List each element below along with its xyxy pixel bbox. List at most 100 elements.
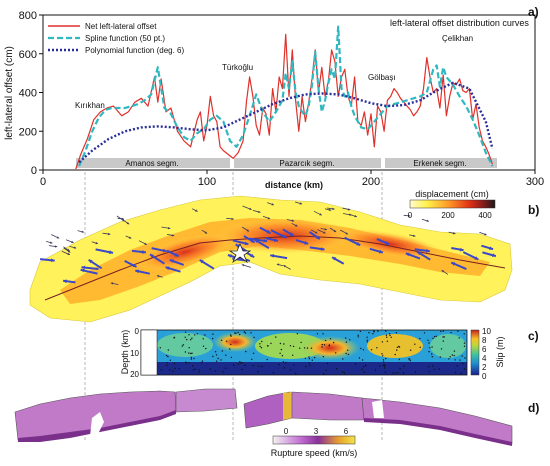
aftershock-dot	[342, 358, 344, 360]
aftershock-dot	[214, 370, 217, 372]
aftershock-dot	[385, 330, 387, 332]
aftershock-dot	[396, 346, 399, 348]
aftershock-dot	[454, 359, 456, 361]
depth-tick-0: 0	[135, 327, 140, 336]
aftershock-dot	[202, 338, 204, 340]
y-axis-label: left-lateral offset (cm)	[4, 46, 15, 140]
aftershock-dot	[419, 346, 421, 348]
vector-arrow-head	[356, 241, 361, 246]
aftershock-dot	[451, 354, 453, 356]
aftershock-dot	[443, 336, 445, 338]
vector-arrow-head	[162, 248, 167, 253]
vector-arrow-head	[474, 256, 479, 260]
aftershock-dot	[270, 342, 272, 345]
aftershock-dot	[343, 372, 346, 374]
vector-arrow-head	[174, 253, 179, 257]
vector-arrow-head	[319, 213, 322, 216]
place-label-turkoglu: Türkoğlu	[222, 63, 253, 72]
aftershock-dot	[243, 331, 246, 333]
aftershock-dot	[366, 339, 368, 341]
series-group	[75, 25, 494, 170]
aftershock-dot	[357, 336, 359, 338]
fault-strip-rupture-front	[283, 392, 292, 420]
aftershock-dot	[202, 345, 205, 347]
vector-arrow-head	[144, 242, 147, 245]
aftershock-dot	[285, 361, 287, 364]
aftershock-dot	[375, 369, 377, 371]
aftershock-dot	[384, 371, 387, 373]
displacement-colorbar-title: displacement (cm)	[415, 189, 489, 199]
aftershock-dot	[442, 336, 444, 338]
aftershock-dot	[295, 372, 297, 375]
aftershock-dot	[169, 359, 171, 361]
aftershock-dot	[174, 367, 176, 370]
slip-lower-band	[141, 362, 467, 375]
vector-arrow-head	[291, 219, 295, 222]
aftershock-dot	[395, 372, 397, 374]
vector-arrow-head	[270, 254, 274, 258]
aftershock-dot	[173, 336, 176, 339]
y-tick-label: 200	[19, 126, 37, 138]
aftershock-dot	[204, 334, 206, 336]
vector-arrow-head	[323, 231, 326, 234]
aftershock-dot	[192, 365, 194, 367]
vector-arrow-head	[81, 230, 84, 233]
aftershock-dot	[159, 347, 161, 349]
segment-bar-pazarcik	[234, 158, 381, 168]
vector-arrow-head	[324, 228, 327, 231]
aftershock-dot	[234, 332, 236, 334]
aftershock-dot	[432, 337, 434, 340]
vector-arrow-head	[258, 210, 261, 213]
speed-tick-6: 6	[344, 427, 349, 436]
segment-bar-erkenek	[385, 158, 497, 168]
vector-arrow-head	[354, 215, 357, 218]
aftershock-dot	[450, 331, 452, 334]
aftershock-dot	[293, 364, 295, 366]
vector-arrow-head	[314, 231, 318, 234]
fault-strip-hole-2	[372, 400, 384, 418]
aftershock-dot	[438, 368, 441, 370]
aftershock-dot	[306, 347, 309, 349]
displacement-tick-200: 200	[441, 211, 455, 220]
displacement-field-base	[29, 195, 513, 323]
aftershock-dot	[462, 362, 464, 365]
aftershock-dot	[282, 361, 285, 363]
aftershock-dot	[427, 339, 429, 341]
epicenter-star	[228, 242, 252, 264]
aftershock-dot	[398, 358, 401, 361]
aftershock-dot	[335, 352, 337, 354]
vector-arrow-head	[235, 244, 240, 248]
aftershock-dot	[368, 332, 370, 334]
aftershock-dot	[460, 372, 462, 375]
vector-arrow-head	[451, 262, 456, 266]
aftershock-dot	[252, 364, 254, 367]
aftershock-dot	[215, 354, 218, 356]
vector-arrow-head	[413, 234, 416, 237]
aftershock-dot	[336, 368, 338, 370]
aftershock-dot	[345, 341, 348, 343]
displacement-tick-0: 0	[408, 211, 413, 220]
aftershock-dot	[184, 351, 187, 353]
vector-arrow-head	[332, 207, 335, 210]
x-tick-label: 300	[526, 176, 544, 188]
vector-arrow-head	[169, 259, 174, 263]
aftershock-dot	[215, 360, 218, 362]
vector-arrow-head	[347, 208, 351, 211]
slip-patch-5	[367, 334, 423, 358]
vector-arrow-head	[156, 275, 160, 278]
slip-tick-2: 2	[482, 363, 487, 372]
vector-arrow-head	[88, 259, 93, 264]
aftershock-dot	[414, 343, 416, 345]
aftershock-dot	[214, 351, 217, 353]
vector-arrow-head	[315, 235, 320, 239]
place-label-kirikhan: Kırıkhan	[75, 101, 105, 110]
aftershock-dot	[190, 356, 193, 359]
vector-arrow-head	[150, 254, 154, 258]
fault-strip-bottom-5	[364, 418, 512, 446]
x-axis-label: distance (km)	[265, 180, 323, 190]
vector-arrow-head	[459, 247, 464, 252]
vector-arrow-head	[441, 270, 445, 273]
aftershock-dot	[178, 367, 181, 370]
aftershock-dot	[191, 337, 193, 339]
vector-arrow-head	[231, 217, 234, 221]
